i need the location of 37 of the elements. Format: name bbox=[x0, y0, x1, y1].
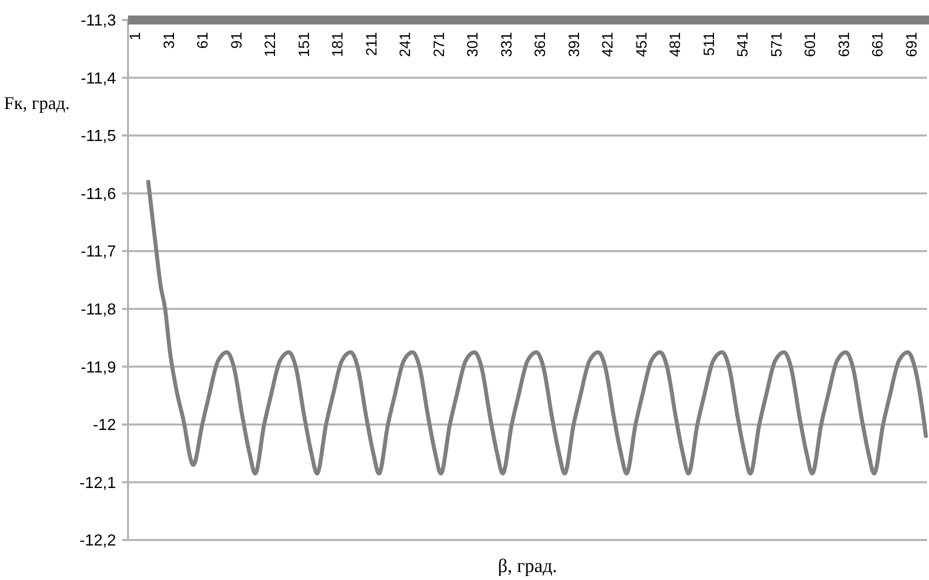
y-tick-label: -11,3 bbox=[80, 12, 116, 30]
y-tick-label: -11,4 bbox=[80, 70, 116, 88]
x-tick-label: 241 bbox=[397, 32, 414, 58]
y-tick-label: -11,6 bbox=[80, 186, 116, 203]
x-tick-label: 691 bbox=[903, 32, 920, 58]
x-tick-label: 601 bbox=[802, 32, 820, 58]
x-tick-label: 91 bbox=[228, 32, 246, 49]
x-tick-label: 391 bbox=[566, 32, 583, 58]
x-tick-label: 631 bbox=[836, 32, 853, 58]
x-tick-label: 361 bbox=[532, 32, 550, 58]
x-tick-label: 571 bbox=[768, 32, 786, 58]
x-tick-label: 541 bbox=[734, 32, 752, 58]
x-tick-label: 121 bbox=[262, 32, 280, 58]
line-series bbox=[146, 180, 928, 476]
x-tick-label: 31 bbox=[160, 32, 178, 49]
y-tick-label: -12 bbox=[92, 417, 116, 434]
x-tick-label: 181 bbox=[330, 32, 347, 58]
y-tick-label: -11,5 bbox=[80, 128, 116, 146]
x-tick-label: 151 bbox=[296, 32, 313, 58]
y-tick-label: -12,1 bbox=[80, 474, 116, 492]
y-tick-label: -11,7 bbox=[80, 244, 116, 261]
y-tick-label: -11,8 bbox=[80, 301, 116, 318]
y-tick-label: -12,2 bbox=[80, 532, 116, 550]
x-tick-label: 421 bbox=[600, 32, 617, 58]
x-tick-label: 271 bbox=[430, 32, 448, 58]
x-tick-label: 661 bbox=[870, 32, 887, 58]
x-axis-title: β, град. bbox=[498, 556, 558, 577]
x-tick-label: 211 bbox=[363, 32, 380, 56]
x-tick-label: 451 bbox=[633, 32, 650, 58]
x-tick-label: 331 bbox=[498, 32, 516, 58]
y-axis-title: Fк, град. bbox=[4, 93, 70, 113]
x-tick-label: 1 bbox=[127, 32, 144, 40]
x-tick-label: 301 bbox=[464, 32, 482, 58]
x-tick-label: 61 bbox=[194, 32, 212, 49]
x-tick-label: 481 bbox=[667, 32, 684, 58]
x-tick-label: 511 bbox=[700, 32, 718, 56]
y-tick-label: -11,9 bbox=[80, 359, 116, 376]
